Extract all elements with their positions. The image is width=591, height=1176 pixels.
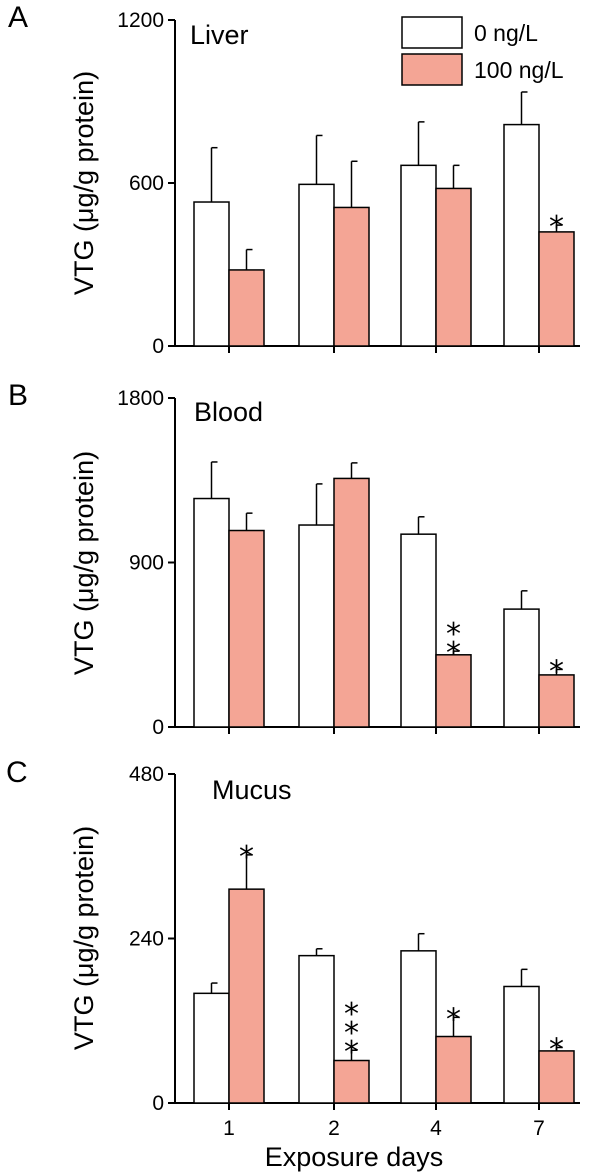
significance-marker: * <box>549 654 564 689</box>
bar-treated-day-4 <box>435 1035 472 1104</box>
x-tick-label: 4 <box>430 1117 442 1140</box>
panel-title: Liver <box>190 20 249 50</box>
bar-control-day-4 <box>400 950 437 1104</box>
bar-treated-day-7 <box>538 231 575 347</box>
y-tick-label: 480 <box>129 763 164 786</box>
panel-title: Blood <box>194 397 263 427</box>
y-tick-label: 240 <box>129 928 164 951</box>
bar-treated-day-2 <box>333 206 370 347</box>
y-tick-label: 1200 <box>117 9 164 32</box>
bar-control-day-7 <box>503 123 540 347</box>
panel-title: Mucus <box>212 775 292 805</box>
panel-letter: A <box>8 1 28 34</box>
y-axis-label: VTG (μg/g protein) <box>69 451 99 675</box>
legend-swatch <box>401 16 463 49</box>
y-tick-label: 0 <box>152 716 164 739</box>
significance-marker: * <box>446 617 461 652</box>
bar-control-day-1 <box>193 992 230 1104</box>
bar-treated-day-2 <box>333 477 370 728</box>
y-tick-label: 0 <box>152 1092 164 1115</box>
x-tick-label: 1 <box>223 1117 235 1140</box>
bar-treated-day-4 <box>435 654 472 728</box>
y-tick-label: 600 <box>129 172 164 195</box>
bar-control-day-4 <box>400 533 437 728</box>
y-axis-label: VTG (μg/g protein) <box>69 71 99 295</box>
bar-treated-day-1 <box>228 888 265 1104</box>
bar-control-day-1 <box>193 497 230 728</box>
y-tick-label: 900 <box>129 552 164 575</box>
bar-control-day-2 <box>298 183 335 347</box>
x-axis-label: Exposure days <box>265 1142 444 1172</box>
y-axis-label: VTG (μg/g protein) <box>69 826 99 1050</box>
legend: 0 ng/L 100 ng/L <box>401 16 564 86</box>
significance-marker: * <box>446 636 461 671</box>
x-tick-label: 7 <box>533 1117 545 1140</box>
bar-control-day-2 <box>298 954 335 1104</box>
bar-control-day-1 <box>193 201 230 347</box>
significance-marker: * <box>446 1002 461 1037</box>
significance-marker: * <box>549 1032 564 1067</box>
bar-treated-day-1 <box>228 529 265 728</box>
significance-marker: * <box>344 1016 359 1051</box>
significance-marker: * <box>549 210 564 245</box>
significance-marker: * <box>344 997 359 1032</box>
panel-letter: B <box>8 379 28 412</box>
y-tick-label: 1800 <box>117 387 164 410</box>
panel-a: A Liver VTG (μg/g protein) 0 600 1200 * <box>8 1 580 358</box>
bar-control-day-4 <box>400 164 437 347</box>
bar-treated-day-4 <box>435 187 472 347</box>
bar-control-day-2 <box>298 524 335 728</box>
significance-marker: * <box>344 1035 359 1070</box>
legend-label: 0 ng/L <box>474 20 538 46</box>
bar-treated-day-1 <box>228 269 265 347</box>
bar-treated-day-2 <box>333 1059 370 1104</box>
x-tick-label: 2 <box>328 1117 340 1140</box>
legend-label: 100 ng/L <box>474 57 564 83</box>
legend-swatch <box>401 53 463 86</box>
panel-letter: C <box>6 756 28 789</box>
significance-marker: * <box>239 840 254 875</box>
y-tick-label: 0 <box>152 335 164 358</box>
bar-control-day-7 <box>503 608 540 728</box>
bar-treated-day-7 <box>538 1050 575 1104</box>
bar-control-day-7 <box>503 985 540 1104</box>
